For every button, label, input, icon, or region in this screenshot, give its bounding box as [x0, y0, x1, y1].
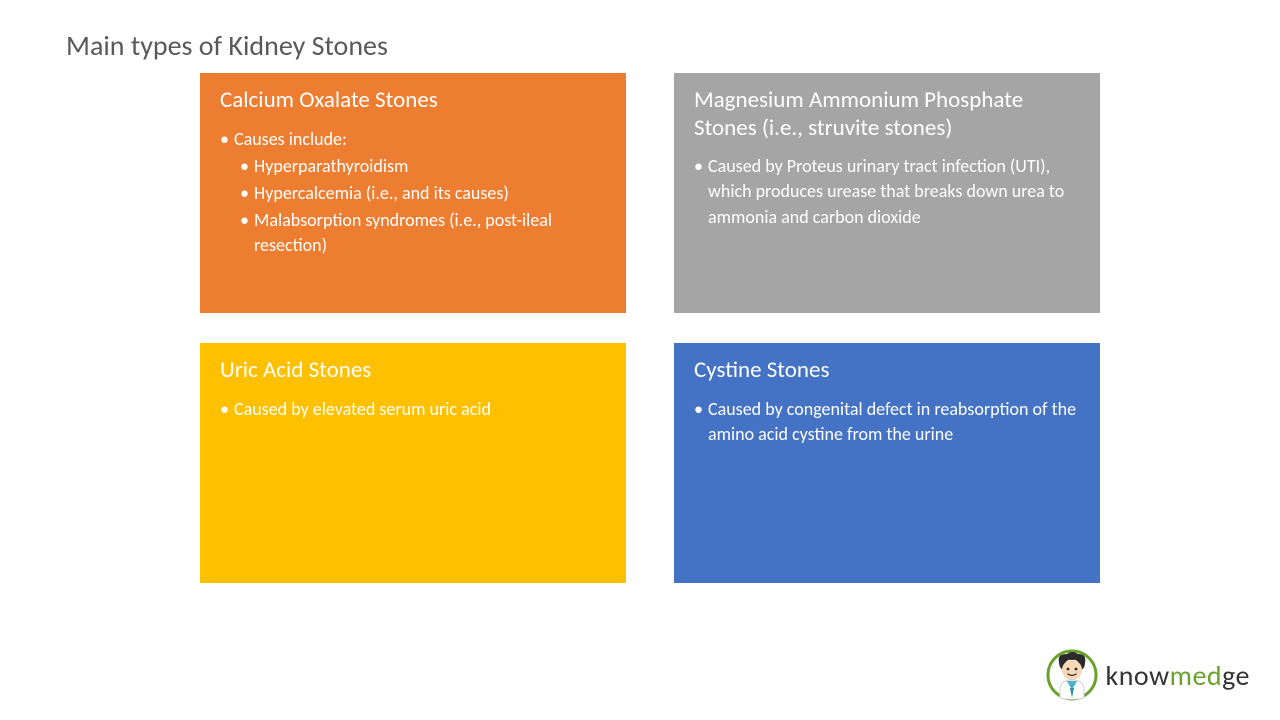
- slide-title: Main types of Kidney Stones: [66, 28, 1210, 63]
- card-bullets: Caused by elevated serum uric acid: [220, 397, 606, 422]
- card-uric-acid: Uric Acid Stones Caused by elevated seru…: [200, 343, 626, 583]
- bullet: Hyperparathyroidism: [220, 154, 606, 179]
- card-title: Cystine Stones: [694, 357, 1080, 385]
- card-cystine: Cystine Stones Caused by congenital defe…: [674, 343, 1100, 583]
- bullet: Caused by congenital defect in reabsorpt…: [694, 397, 1080, 447]
- card-bullets: Caused by Proteus urinary tract infectio…: [694, 154, 1080, 230]
- bullet: Hypercalcemia (i.e., and its causes): [220, 181, 606, 206]
- card-bullets: Caused by congenital defect in reabsorpt…: [694, 397, 1080, 447]
- card-grid: Calcium Oxalate Stones Causes include: H…: [200, 73, 1100, 583]
- card-title: Calcium Oxalate Stones: [220, 87, 606, 115]
- brand-text-med: med: [1170, 658, 1223, 693]
- bullet: Caused by Proteus urinary tract infectio…: [694, 154, 1080, 230]
- brand-text-ge: ge: [1222, 658, 1250, 693]
- card-title: Uric Acid Stones: [220, 357, 606, 385]
- card-struvite: Magnesium Ammonium Phosphate Stones (i.e…: [674, 73, 1100, 313]
- card-calcium-oxalate: Calcium Oxalate Stones Causes include: H…: [200, 73, 626, 313]
- bullet: Caused by elevated serum uric acid: [220, 397, 606, 422]
- card-bullets: Causes include: Hyperparathyroidism Hype…: [220, 127, 606, 259]
- brand-logo: knowmedge: [1045, 648, 1250, 702]
- doctor-avatar-icon: [1045, 648, 1099, 702]
- brand-text-know: know: [1105, 658, 1169, 693]
- bullet: Causes include:: [220, 127, 606, 152]
- bullet: Malabsorption syndromes (i.e., post-ilea…: [220, 208, 606, 258]
- slide: Main types of Kidney Stones Calcium Oxal…: [0, 0, 1280, 720]
- card-title: Magnesium Ammonium Phosphate Stones (i.e…: [694, 87, 1080, 142]
- brand-wordmark: knowmedge: [1105, 658, 1250, 693]
